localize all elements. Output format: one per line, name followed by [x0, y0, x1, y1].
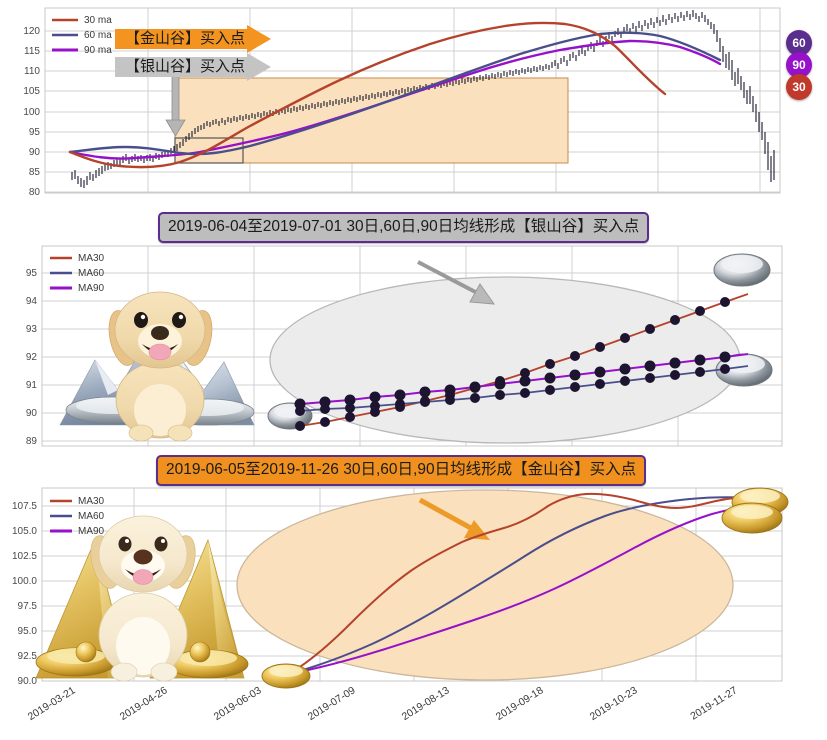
legend-label: MA60 [78, 268, 105, 279]
top-y-tick: 80 [29, 187, 41, 198]
bottom-chart-legend: MA30 MA60 MA90 [50, 496, 105, 537]
top-y-tick: 115 [24, 46, 40, 57]
ma90-markers [294, 351, 731, 410]
top-y-tick: 120 [23, 26, 40, 37]
gold-ingot-endpoint [721, 487, 789, 534]
bottom-x-tick: 2019-10-23 [588, 684, 640, 723]
bottom-x-tick: 2019-11-27 [688, 684, 739, 722]
bottom-chart-svg: 107.5 105.0 102.5 100.0 97.5 95.0 92.5 9… [12, 487, 789, 723]
silver-valley-banner: 2019-06-04至2019-07-01 30日,60日,90日均线形成【银山… [158, 212, 650, 243]
ma90-badge-label: 90 [792, 58, 806, 72]
mid-chart-svg: 95 94 93 92 91 90 89 [26, 245, 783, 447]
gold-valley-callout: 【金山谷】买入点 [115, 25, 271, 53]
bottom-x-axis-labels: 2019-03-21 2019-04-26 2019-06-03 2019-07… [26, 684, 740, 723]
bottom-x-tick: 2019-03-21 [26, 684, 78, 723]
top-chart-svg: 120 115 110 105 100 95 90 85 80 [23, 7, 781, 198]
legend-label: 30 ma [84, 15, 112, 26]
bottom-x-tick: 2019-06-03 [212, 684, 264, 723]
legend-label: MA30 [78, 496, 105, 507]
top-y-tick: 100 [23, 107, 40, 118]
ma60-markers [295, 364, 730, 416]
bottom-ma-lines [288, 492, 753, 675]
mid-plot-border [41, 245, 783, 447]
bottom-y-tick: 107.5 [12, 501, 37, 512]
silver-valley-callout: 【银山谷】买入点 [115, 53, 271, 81]
top-ma-lines [68, 21, 722, 169]
silver-valley-banner-text: 2019-06-04至2019-07-01 30日,60日,90日均线形成【银山… [168, 218, 640, 235]
top-y-tick: 90 [29, 147, 41, 158]
bottom-x-tick: 2019-04-26 [118, 684, 170, 723]
top-chart-legend: 30 ma 60 ma 90 ma [52, 15, 112, 56]
legend-label: 90 ma [84, 45, 112, 56]
silver-ingot-ma30 [713, 253, 771, 287]
silver-highlight-arrow [417, 260, 496, 305]
ma60-line [68, 31, 722, 156]
ma30-line [68, 21, 667, 169]
silver-valley-chart-panel: 95 94 93 92 91 90 89 [0, 240, 827, 455]
bottom-y-tick: 102.5 [12, 551, 37, 562]
legend-label: MA60 [78, 511, 105, 522]
silver-valley-region [174, 137, 244, 164]
mid-y-tick: 92 [26, 352, 38, 363]
ma30-badge-label: 30 [792, 80, 806, 94]
silver-dog-illustration [59, 291, 255, 442]
top-y-tick: 95 [29, 127, 41, 138]
mid-ma-series [294, 293, 749, 431]
gold-valley-chart-panel: 107.5 105.0 102.5 100.0 97.5 95.0 92.5 9… [0, 480, 827, 740]
top-plot-border [44, 7, 781, 194]
gold-ingot-origin [261, 663, 311, 689]
bottom-y-tick: 100.0 [12, 576, 37, 587]
candlestick-chart-panel: 120 115 110 105 100 95 90 85 80 [0, 0, 827, 215]
legend-label: MA90 [78, 526, 105, 537]
gold-valley-callout-label: 【金山谷】买入点 [125, 30, 246, 47]
bottom-y-tick: 95.0 [18, 626, 38, 637]
ma90-badge: 90 [786, 52, 812, 78]
mid-y-tick: 91 [26, 380, 38, 391]
mid-y-tick: 93 [26, 324, 38, 335]
gold-valley-banner: 2019-06-05至2019-11-26 30日,60日,90日均线形成【金山… [156, 455, 647, 486]
mid-y-tick: 89 [26, 436, 38, 447]
ma30-badge: 30 [786, 74, 812, 100]
mid-y-tick: 90 [26, 408, 38, 419]
ma60-badge: 60 [786, 30, 812, 56]
bottom-y-axis-labels: 107.5 105.0 102.5 100.0 97.5 95.0 92.5 9… [12, 501, 37, 687]
top-y-tick: 85 [29, 167, 41, 178]
legend-label: MA30 [78, 253, 105, 264]
bottom-x-tick: 2019-09-18 [494, 684, 546, 723]
silver-valley-callout-label: 【银山谷】买入点 [125, 58, 246, 75]
legend-label: MA90 [78, 283, 105, 294]
bottom-y-tick: 90.0 [18, 676, 38, 687]
legend-label: 60 ma [84, 30, 112, 41]
bottom-x-tick: 2019-07-09 [306, 684, 358, 723]
mid-chart-legend: MA30 MA60 MA90 [50, 253, 105, 294]
bottom-y-tick: 97.5 [18, 601, 38, 612]
ma60-badge-label: 60 [792, 36, 806, 50]
ma30-curve [288, 492, 753, 675]
mid-y-tick: 95 [26, 268, 38, 279]
gold-dog-illustration [35, 515, 249, 682]
top-y-axis-labels: 120 115 110 105 100 95 90 85 80 [23, 26, 40, 198]
top-y-tick: 105 [23, 86, 40, 97]
bottom-y-tick: 105.0 [12, 526, 37, 537]
gold-valley-banner-text: 2019-06-05至2019-11-26 30日,60日,90日均线形成【金山… [166, 461, 637, 478]
top-y-tick: 110 [24, 66, 40, 77]
bottom-y-tick: 92.5 [18, 651, 38, 662]
ma90-curve [288, 506, 749, 675]
ma60-curve [288, 496, 751, 675]
mid-y-tick: 94 [26, 296, 38, 307]
bottom-plot-border [41, 487, 783, 682]
bottom-x-tick: 2019-08-13 [400, 684, 452, 723]
mid-y-axis-labels: 95 94 93 92 91 90 89 [26, 268, 38, 447]
gold-highlight-ellipse [236, 489, 734, 681]
